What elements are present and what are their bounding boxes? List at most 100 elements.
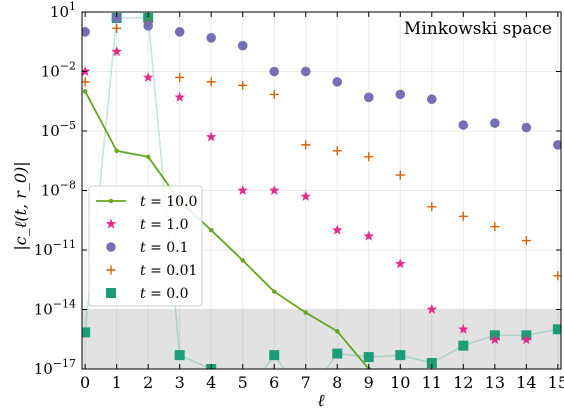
data-point <box>552 324 561 335</box>
x-tick-label: 5 <box>238 373 248 392</box>
data-point <box>205 131 217 142</box>
x-tick-label: 1 <box>112 373 122 392</box>
data-point <box>174 91 185 102</box>
series-t-0-01 <box>82 17 561 281</box>
data-point <box>335 329 340 334</box>
data-point <box>111 13 122 23</box>
legend-marker <box>106 288 116 298</box>
data-point <box>300 66 311 77</box>
x-tick-label: 13 <box>485 373 505 392</box>
legend-box <box>88 185 203 307</box>
data-point <box>303 310 308 315</box>
data-point <box>458 323 469 334</box>
y-tick-label: 10−8 <box>41 179 76 200</box>
data-point <box>269 185 280 195</box>
x-tick-label: 0 <box>80 373 90 392</box>
data-point <box>395 258 406 269</box>
x-axis-label: ℓ <box>317 391 324 411</box>
legend-entry: t = 0.01 <box>106 263 197 279</box>
data-point <box>82 89 88 94</box>
data-point <box>490 118 500 128</box>
legend-label: t = 0.0 <box>140 286 189 302</box>
data-point <box>521 236 531 246</box>
data-point <box>363 230 374 241</box>
data-point <box>82 66 91 76</box>
x-tick-label: 12 <box>453 373 473 392</box>
x-tick-label: 8 <box>332 373 342 392</box>
data-point <box>237 40 248 51</box>
x-tick-label: 3 <box>175 373 185 392</box>
legend-marker <box>108 198 114 204</box>
data-point <box>332 77 343 87</box>
x-tick-label: 11 <box>422 373 442 392</box>
data-point <box>143 21 153 31</box>
legend-label: t = 1.0 <box>140 217 189 233</box>
y-tick-label: 10−14 <box>34 298 76 319</box>
legend-entry: t = 0.1 <box>106 240 189 256</box>
data-point <box>490 222 500 232</box>
data-point <box>426 304 438 314</box>
legend-entry: t = 10.0 <box>96 194 197 210</box>
series-t-0-1 <box>82 13 561 150</box>
data-point <box>426 94 437 105</box>
y-tick-label: 10−2 <box>41 60 76 81</box>
data-point <box>206 33 217 43</box>
chart-annotation: Minkowski space <box>404 19 552 39</box>
data-point <box>269 66 280 77</box>
data-point <box>209 227 214 233</box>
y-tick-label: 101 <box>50 0 76 21</box>
data-point <box>300 190 311 201</box>
data-point <box>458 211 468 221</box>
y-tick-label: 10−11 <box>34 238 76 259</box>
data-point <box>364 152 374 162</box>
data-point <box>272 289 277 294</box>
data-point <box>175 72 185 82</box>
legend-label: t = 0.01 <box>140 263 197 279</box>
legend: t = 10.0 t = 1.0 t = 0.1 t = 0.01 t = 0.0 <box>88 185 203 307</box>
data-point <box>395 350 406 361</box>
x-tick-label: 7 <box>301 373 311 392</box>
data-point <box>269 350 280 361</box>
data-point <box>174 27 185 37</box>
data-point <box>458 340 469 351</box>
data-point <box>553 140 561 150</box>
data-point <box>458 120 469 130</box>
x-tick-label: 4 <box>206 373 216 392</box>
legend-label: t = 0.1 <box>140 240 189 256</box>
data-point <box>301 140 311 150</box>
data-point <box>427 202 437 212</box>
data-point <box>395 89 406 100</box>
x-tick-label: 9 <box>364 373 374 392</box>
data-point <box>237 185 248 195</box>
data-point <box>269 89 279 99</box>
data-point <box>521 334 532 345</box>
data-point <box>240 258 245 263</box>
legend-marker <box>106 265 116 275</box>
legend-marker <box>106 242 116 252</box>
data-point <box>82 327 91 338</box>
shaded-region-layer <box>82 309 561 369</box>
tick-layer: 0 1 2 3 4 5 6 7 8 9 10 11 12 13 14 1510110−210−510−810−… <box>34 0 564 392</box>
y-tick-label: 10−17 <box>34 357 76 378</box>
data-point <box>332 348 343 359</box>
data-point <box>426 358 437 369</box>
data-point <box>206 77 216 87</box>
series-t-1-0 <box>82 46 532 345</box>
legend-entry: t = 1.0 <box>105 217 189 233</box>
noise-floor-region <box>82 309 561 369</box>
data-point <box>332 224 343 235</box>
data-point <box>395 170 405 180</box>
data-point <box>82 27 90 37</box>
data-point <box>145 154 151 160</box>
x-tick-label: 6 <box>269 373 279 392</box>
data-point <box>363 352 374 363</box>
data-point <box>112 23 122 33</box>
x-tick-label: 10 <box>390 373 410 392</box>
data-point <box>238 80 248 90</box>
x-tick-label: 14 <box>516 373 536 392</box>
data-point <box>111 46 122 57</box>
data-point <box>363 92 374 103</box>
data-point <box>332 146 342 156</box>
legend-label: t = 10.0 <box>140 194 197 210</box>
legend-entry: t = 0.0 <box>106 286 189 302</box>
